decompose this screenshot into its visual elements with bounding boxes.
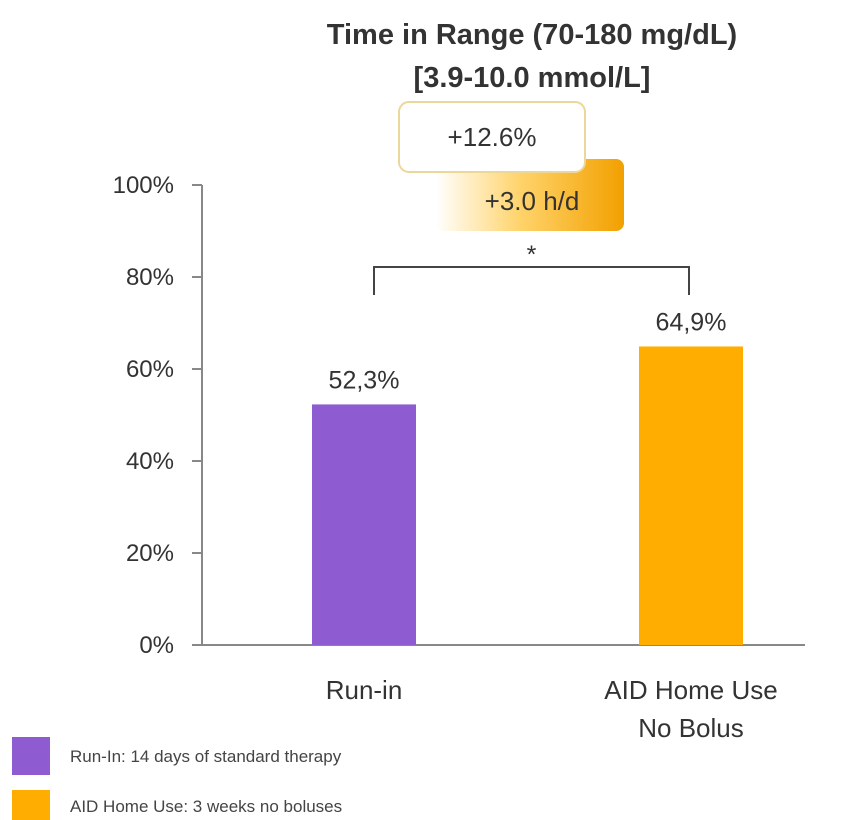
significance-bracket (373, 266, 690, 295)
y-tick-label: 100% (113, 172, 174, 199)
chart-title-line-2: [3.9-10.0 mmol/L] (414, 62, 651, 94)
bar-data-label: 64,9% (656, 308, 727, 336)
significance-star: * (527, 241, 537, 269)
x-category-label: No Bolus (638, 713, 744, 743)
y-tick-label: 60% (126, 356, 174, 383)
y-tick-label: 20% (126, 540, 174, 567)
legend-swatch-run-in (12, 737, 50, 775)
percent-difference-annotation-box (398, 101, 586, 173)
percent-difference-annotation: +12.6% (448, 122, 537, 152)
x-category-label: Run-in (326, 675, 403, 705)
bar-data-label: 52,3% (329, 366, 400, 394)
legend-label-aid-home-use: AID Home Use: 3 weeks no boluses (70, 797, 342, 816)
legend-label-run-in: Run-In: 14 days of standard therapy (70, 747, 342, 766)
legend-swatch-aid-home-use (12, 790, 50, 820)
bar (312, 404, 416, 645)
bar (639, 346, 743, 645)
hours-per-day-annotation: +3.0 h/d (485, 186, 580, 216)
y-tick-label: 40% (126, 448, 174, 475)
hours-per-day-annotation-box (436, 159, 624, 231)
y-tick-label: 0% (139, 632, 174, 659)
chart-title-line-1: Time in Range (70-180 mg/dL) (327, 19, 737, 51)
y-tick-label: 80% (126, 264, 174, 291)
x-category-label: AID Home Use (604, 675, 777, 705)
